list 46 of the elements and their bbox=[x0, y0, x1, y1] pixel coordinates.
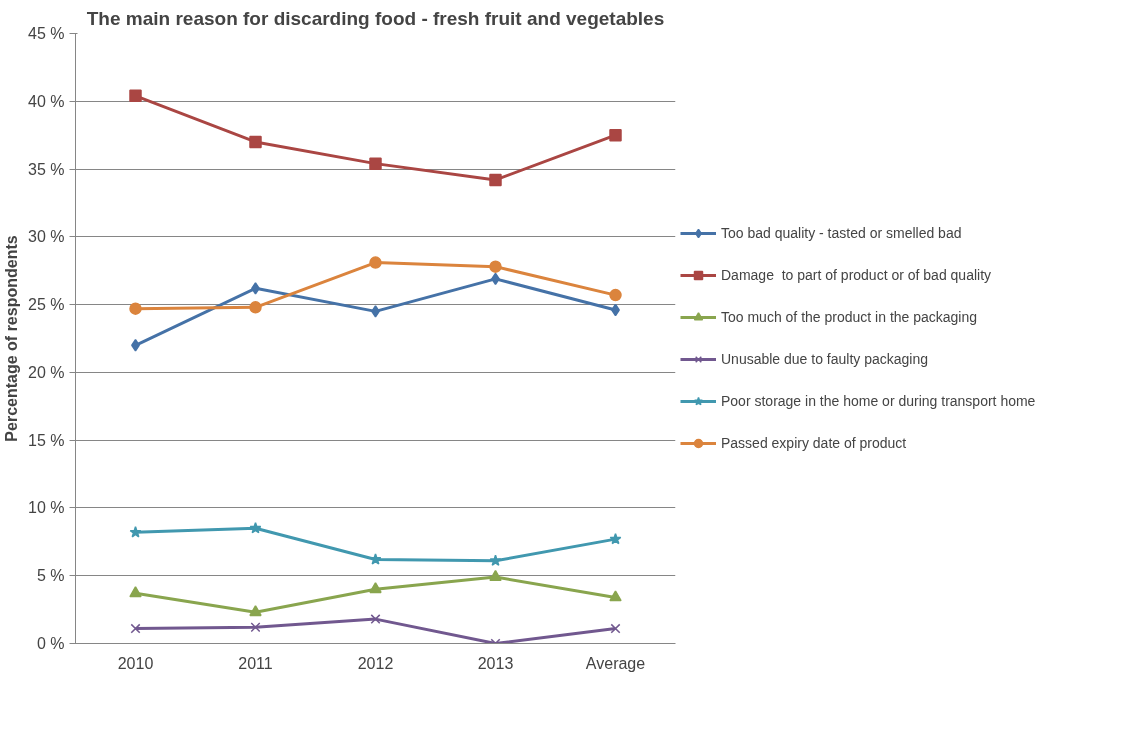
x-tick-label: 2011 bbox=[238, 654, 273, 672]
x-tick-label: 2010 bbox=[117, 654, 154, 672]
point bbox=[370, 614, 381, 625]
point bbox=[369, 157, 382, 170]
point bbox=[610, 623, 621, 634]
chart-title: The main reason for discarding food - fresh fruit and vegetables bbox=[86, 7, 665, 29]
point bbox=[369, 582, 382, 594]
legend-label: Too much of the product in the packaging bbox=[721, 309, 978, 325]
point bbox=[609, 288, 622, 302]
y-tick-label: 10 % bbox=[28, 499, 65, 517]
point bbox=[609, 590, 622, 602]
y-tick-label: 35 % bbox=[28, 160, 65, 178]
point bbox=[249, 605, 262, 617]
legend-label: Too bad quality - tasted or smelled bad bbox=[721, 225, 962, 241]
legend-label: Damage to part of product or of bad quality bbox=[721, 267, 992, 283]
point bbox=[489, 569, 502, 581]
point bbox=[130, 623, 141, 634]
legend-label: Poor storage in the home or during transport home bbox=[721, 393, 1036, 409]
point bbox=[129, 586, 142, 598]
point bbox=[250, 622, 261, 633]
point bbox=[489, 554, 502, 567]
point bbox=[609, 128, 622, 142]
x-tick-label: 2013 bbox=[477, 654, 514, 672]
point bbox=[249, 301, 262, 314]
y-tick-label: 0 % bbox=[36, 635, 65, 652]
point bbox=[129, 302, 142, 315]
point bbox=[489, 260, 502, 273]
x-tick-label: Average bbox=[585, 654, 646, 672]
legend-label: Unusable due to faulty packaging bbox=[721, 351, 929, 367]
point bbox=[129, 89, 142, 103]
point bbox=[129, 526, 142, 538]
x-tick-label: 2012 bbox=[357, 654, 394, 672]
y-tick-label: 20 % bbox=[28, 363, 65, 381]
y-tick-label: 25 % bbox=[28, 296, 65, 314]
y-axis-title: Percentage of respondents bbox=[3, 235, 21, 442]
point bbox=[369, 256, 382, 269]
y-tick-label: 40 % bbox=[28, 92, 65, 110]
point bbox=[249, 522, 262, 534]
y-tick-label: 5 % bbox=[36, 567, 65, 585]
y-tick-label: 15 % bbox=[28, 431, 65, 449]
y-tick-label: 45 % bbox=[28, 25, 65, 42]
point bbox=[609, 532, 622, 545]
legend-label: Passed expiry date of product bbox=[721, 435, 907, 451]
point bbox=[249, 135, 262, 149]
point bbox=[489, 173, 502, 187]
y-tick-label: 30 % bbox=[28, 228, 65, 246]
